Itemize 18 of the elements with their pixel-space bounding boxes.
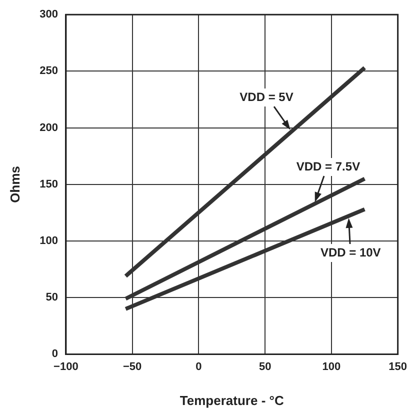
x-tick-label: 100 <box>322 360 341 373</box>
x-tick-label: −50 <box>122 360 142 373</box>
y-tick-label: 100 <box>40 235 58 248</box>
x-axis-title: Temperature - °C <box>180 392 284 408</box>
y-tick-label: 200 <box>40 122 58 134</box>
x-tick-label: 0 <box>196 360 202 373</box>
y-tick-label: 250 <box>40 65 58 78</box>
y-tick-label: 300 <box>40 8 58 21</box>
x-tick-label: 150 <box>388 360 408 373</box>
y-tick-label: 0 <box>52 348 58 360</box>
series-label: VDD = 7.5V <box>296 159 360 174</box>
x-tick-label: −100 <box>54 360 78 373</box>
series-label: VDD = 5V <box>240 90 294 104</box>
y-tick-label: 50 <box>46 292 58 304</box>
y-tick-label: 150 <box>40 178 58 190</box>
y-axis-title: Ohms <box>7 166 22 203</box>
x-tick-label: 50 <box>258 360 272 373</box>
series-label: VDD = 10V <box>320 245 381 260</box>
